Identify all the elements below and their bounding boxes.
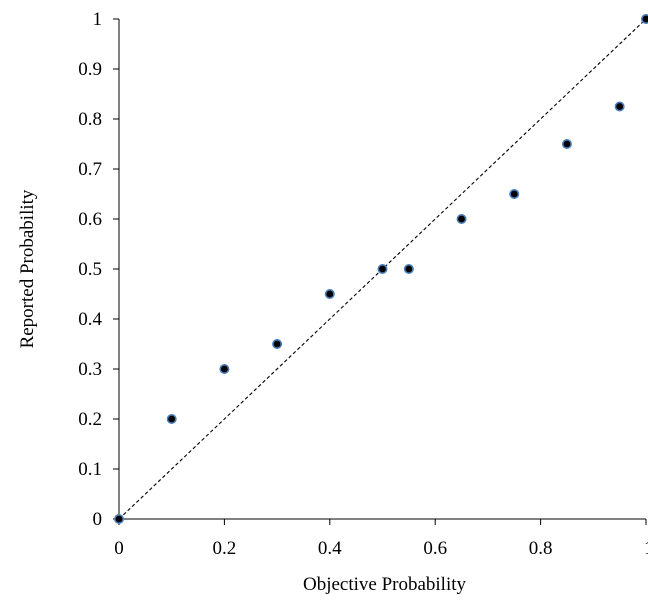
y-tick-label: 0.9 [78, 59, 102, 80]
data-point [403, 263, 414, 274]
data-point [166, 413, 177, 424]
y-tick-label: 0.1 [78, 459, 102, 480]
data-point [456, 214, 467, 225]
y-tick-label: 0.2 [78, 409, 102, 430]
data-point [114, 513, 125, 524]
data-points [114, 14, 648, 524]
data-point [561, 139, 572, 150]
data-point [641, 14, 648, 24]
y-tick-label: 0.8 [78, 109, 102, 130]
y-tick-label: 0 [93, 509, 103, 530]
y-tick-label: 0.5 [78, 259, 102, 280]
y-axis-title: Reported Probability [17, 189, 38, 348]
x-tick-label: 1 [644, 538, 648, 559]
y-tick-label: 0.7 [78, 159, 102, 180]
x-tick-label: 0.6 [423, 538, 447, 559]
data-point [614, 101, 625, 112]
x-axis-ticks: 0 0.2 0.4 0.6 0.8 1 [114, 519, 648, 559]
data-point [272, 338, 283, 349]
x-tick-label: 0.4 [318, 538, 342, 559]
data-point [509, 189, 520, 200]
x-tick-label: 0.8 [529, 538, 553, 559]
data-point [377, 263, 388, 274]
x-axis-title: Objective Probability [303, 574, 467, 595]
data-point [219, 363, 230, 374]
data-point [324, 288, 335, 299]
y-tick-label: 0.6 [78, 209, 102, 230]
y-axis-ticks: 0 0.1 0.2 0.3 0.4 0.5 0.6 0.7 0.8 0.9 1 [78, 9, 119, 530]
y-tick-label: 0.3 [78, 359, 102, 380]
x-tick-label: 0 [114, 538, 124, 559]
y-tick-label: 0.4 [78, 309, 102, 330]
x-tick-label: 0.2 [213, 538, 237, 559]
y-tick-label: 1 [93, 9, 103, 30]
